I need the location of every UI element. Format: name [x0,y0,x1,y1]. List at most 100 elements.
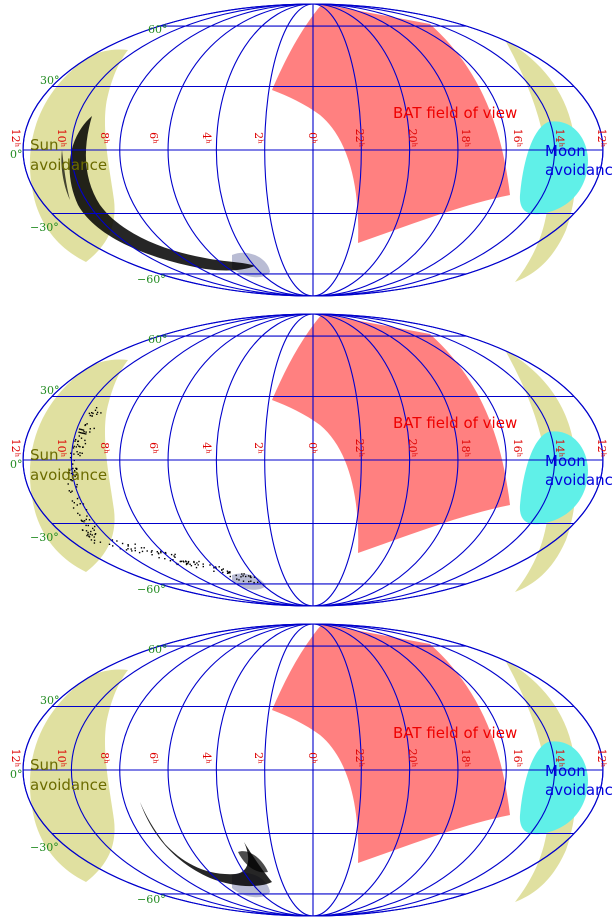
probability-sample-point [71,480,73,482]
probability-sample-point [134,543,136,545]
probability-sample-point [88,536,91,538]
ra-label: 12ʰ [9,129,22,148]
probability-sample-point [76,451,78,453]
probability-sample-point [174,556,176,558]
probability-sample-point [80,519,83,521]
sun-label-line1: Sun [30,136,59,154]
probability-sample-point [82,446,84,448]
probability-sample-point [70,479,73,481]
probability-sample-point [89,533,92,535]
bat-fov-region [272,314,510,553]
probability-sample-point [90,530,92,533]
ra-label: 16ʰ [511,439,524,458]
bat-label: BAT field of view [393,414,517,432]
probability-sample-point [193,560,195,563]
probability-sample-point [79,446,81,448]
probability-sample-point [214,566,217,568]
probability-sample-point [77,512,79,515]
probability-sample-point [160,550,162,553]
bat-fov-region [272,624,510,863]
probability-sample-point [158,553,160,555]
lat-label: −60° [137,273,166,286]
lat-label: −30° [30,841,59,854]
skymap-panel-top: BAT field of view Sun avoidance Moon avo… [0,0,612,300]
probability-sample-point [121,542,124,545]
probability-sample-point [85,524,87,527]
probability-sample-point [169,560,172,562]
probability-sample-point [74,440,76,442]
probability-sample-point [83,430,85,433]
probability-sample-point [196,562,198,564]
probability-sample-point [130,548,132,550]
probability-sample-point [93,529,95,531]
moon-label-line2: avoidance [545,781,612,799]
lat-label: 0° [10,768,23,781]
probability-sample-point [198,560,200,563]
ra-label: 0ʰ [306,132,319,144]
lat-label: 0° [10,458,23,471]
probability-sample-point [87,531,89,534]
skymap-panel-bottom: BAT field of view Sun avoidance Moon avo… [0,620,612,920]
sun-label-line1: Sun [30,446,59,464]
probability-sample-point [79,454,81,457]
ra-label: 0ʰ [306,752,319,764]
probability-sample-point [197,564,199,566]
probability-sample-point [99,541,102,543]
probability-sample-point [151,550,153,552]
probability-sample-point [85,530,88,532]
probability-sample-point [193,561,195,564]
probability-sample-point [72,463,74,465]
probability-sample-point [253,576,256,578]
ra-label: 14ʰ [553,129,566,148]
probability-sample-point [81,529,84,531]
probability-sample-point [76,497,79,500]
probability-sample-point [93,536,95,538]
probability-sample-point [111,539,114,541]
ra-label: 12ʰ [595,439,608,458]
probability-sample-point [138,551,141,554]
probability-sample-point [74,470,76,472]
moon-label-line2: avoidance [545,471,612,489]
probability-sample-point [227,571,229,573]
probability-sample-point [160,552,162,554]
probability-sample-point [185,563,188,565]
ra-label: 16ʰ [511,749,524,768]
ra-label: 18ʰ [459,439,472,458]
probability-sample-point [67,483,69,485]
ra-label: 12ʰ [595,129,608,148]
probability-sample-point [195,566,198,569]
probability-sample-point [75,473,78,476]
lat-label: −30° [30,221,59,234]
probability-sample-point [95,407,98,409]
sun-avoidance-region-right [505,660,577,902]
moon-avoidance-region [519,741,588,835]
probability-sample-point [253,581,255,584]
probability-sample-point [87,533,89,536]
probability-sample-point [68,472,70,474]
probability-sample-point [141,550,144,553]
probability-sample-point [185,563,188,566]
lat-label: −60° [137,583,166,596]
probability-sample-point [79,514,81,516]
probability-sample-point [85,518,87,521]
lat-label: 30° [40,694,60,707]
probability-sample-point [75,438,77,441]
probability-sample-point [76,467,78,470]
probability-sample-point [131,550,133,552]
probability-sample-point [78,445,80,447]
sun-label-line1: Sun [30,756,59,774]
ra-label: 8ʰ [98,752,111,764]
probability-sample-point [79,432,82,434]
probability-sample-point [85,433,87,435]
ra-label: 16ʰ [511,129,524,148]
probability-sample-point [172,559,174,561]
probability-sample-point [77,440,80,442]
probability-sample-point [84,439,86,442]
probability-sample-point [72,467,74,470]
probability-sample-point [82,432,84,434]
ra-label: 2ʰ [252,442,265,454]
ra-label: 18ʰ [459,749,472,768]
probability-sample-point [82,520,84,522]
probability-sample-point [221,569,223,571]
probability-sample-point [72,507,75,509]
